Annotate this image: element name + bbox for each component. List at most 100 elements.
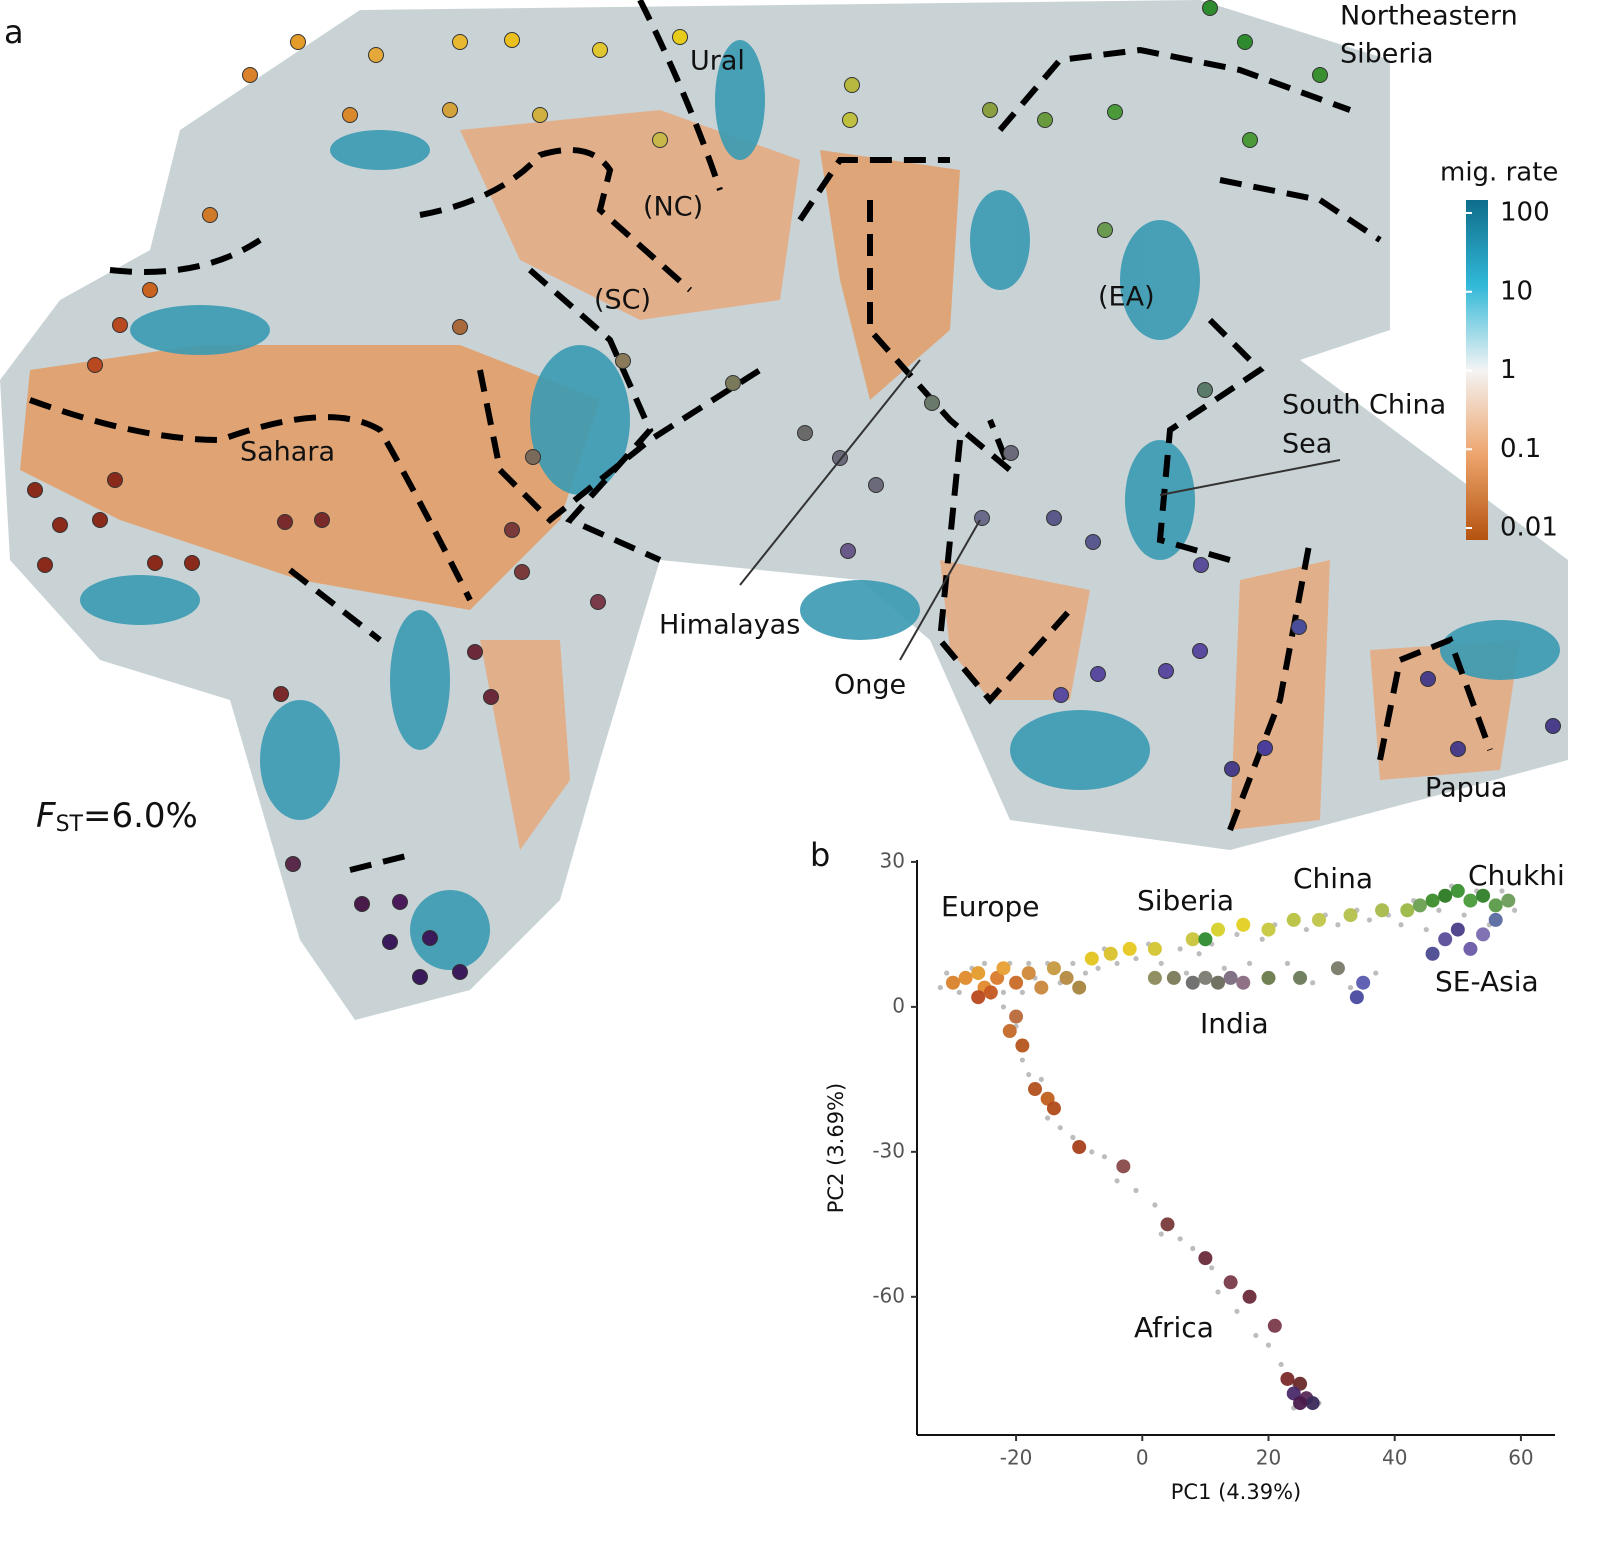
map-label: Sea xyxy=(1282,429,1332,460)
fst-subscript: ST xyxy=(56,812,84,837)
pca-point xyxy=(1072,1140,1087,1155)
reference-point xyxy=(1221,965,1227,971)
reference-point xyxy=(1310,980,1316,986)
sample-dot xyxy=(452,319,468,335)
reference-point xyxy=(1089,1149,1095,1155)
reference-point xyxy=(1057,1125,1063,1131)
pca-point xyxy=(958,970,973,985)
pca-point xyxy=(983,985,998,1000)
pca-point xyxy=(1223,1275,1238,1290)
pca-point xyxy=(1330,961,1345,976)
reference-point xyxy=(1019,1057,1025,1063)
sample-dot xyxy=(242,67,258,83)
reference-point xyxy=(1133,955,1139,962)
sample-dot xyxy=(452,964,468,980)
sample-dot xyxy=(422,930,438,946)
sample-dot xyxy=(1545,718,1561,734)
sample-dot xyxy=(112,317,128,333)
x-axis-label: PC1 (4.39%) xyxy=(1171,1480,1301,1504)
colorbar-tick-label: 0.01 xyxy=(1500,513,1558,543)
sample-dot xyxy=(354,896,370,912)
sample-dot xyxy=(452,34,468,50)
pca-point xyxy=(1280,1371,1295,1386)
sample-dot xyxy=(483,689,499,705)
pca-point xyxy=(1293,970,1308,985)
pca-point xyxy=(1356,975,1371,990)
reference-point xyxy=(1000,1004,1007,1010)
reference-point xyxy=(1114,960,1120,967)
sample-dot xyxy=(924,395,940,411)
sample-dot xyxy=(1085,534,1101,550)
sample-dot xyxy=(982,102,998,118)
pca-point xyxy=(1009,975,1024,990)
pca-point xyxy=(1198,1251,1213,1266)
map-label: South China xyxy=(1282,390,1446,421)
reference-point xyxy=(1045,1115,1051,1121)
reference-point xyxy=(1177,946,1183,952)
reference-point xyxy=(1196,951,1202,957)
map-label: Sahara xyxy=(240,437,335,468)
sample-dot xyxy=(1450,741,1466,757)
pca-point xyxy=(1103,946,1118,961)
sample-dot xyxy=(1197,382,1213,398)
x-tick-label: 0 xyxy=(1136,1446,1149,1470)
blue-zones xyxy=(80,40,1560,970)
reference-point xyxy=(1398,922,1404,928)
sample-dot xyxy=(974,510,990,526)
pca-point xyxy=(1311,912,1326,927)
sample-dots xyxy=(27,0,1561,985)
pca-point xyxy=(1476,927,1491,942)
sample-dot xyxy=(1291,619,1307,635)
y-tick-label: 30 xyxy=(880,848,905,872)
reference-point xyxy=(1038,1076,1044,1082)
sample-dot xyxy=(87,357,103,373)
reference-point xyxy=(1114,1178,1120,1184)
orange-zone xyxy=(940,560,1090,700)
reference-point xyxy=(1259,936,1265,942)
sample-dot xyxy=(1037,112,1053,128)
sample-dot xyxy=(1420,671,1436,687)
pca-point xyxy=(1236,975,1251,990)
x-tick-label: 60 xyxy=(1508,1446,1533,1470)
pca-point xyxy=(945,975,960,990)
pca-point xyxy=(1261,922,1276,937)
pca-point xyxy=(1059,970,1074,985)
pca-point xyxy=(1463,893,1478,908)
pca-point xyxy=(1450,883,1465,898)
sample-dot xyxy=(1237,34,1253,50)
map-label: Siberia xyxy=(1340,39,1434,70)
sample-dot xyxy=(368,47,384,63)
reference-point xyxy=(1436,907,1442,913)
pca-point xyxy=(1211,922,1226,937)
pca-point xyxy=(996,961,1011,976)
pca-point xyxy=(1501,893,1516,908)
group-annotation: Europe xyxy=(941,890,1039,923)
sample-dot xyxy=(107,472,123,488)
map-label: Northeastern xyxy=(1340,1,1518,32)
reference-point xyxy=(1512,907,1518,913)
sample-dot xyxy=(1224,761,1240,777)
reference-point xyxy=(1253,1332,1259,1339)
pca-point xyxy=(1160,1217,1175,1232)
y-tick-label: -60 xyxy=(872,1283,905,1307)
map-label: (EA) xyxy=(1098,282,1155,313)
sample-dot xyxy=(592,42,608,58)
pca-point xyxy=(1267,1318,1282,1333)
orange-zone xyxy=(480,640,570,850)
orange-zone xyxy=(460,110,800,320)
pca-point xyxy=(1425,946,1440,961)
pca-point xyxy=(1015,1038,1030,1053)
reference-point xyxy=(1183,970,1190,976)
sample-dot xyxy=(342,107,358,123)
sample-dot xyxy=(1193,557,1209,573)
reference-point xyxy=(1082,970,1089,976)
reference-point xyxy=(1234,1308,1240,1314)
pca-point xyxy=(1009,1009,1024,1024)
map-label: (SC) xyxy=(594,285,651,316)
sample-dot xyxy=(1053,687,1069,703)
reference-point xyxy=(1158,960,1164,967)
migration-map: a Ural (NC) (SC) (EA) Sahara Himalayas Onge Sout… xyxy=(0,0,1568,1020)
reference-point xyxy=(1499,888,1505,894)
sample-dot xyxy=(273,686,289,702)
sample-dot xyxy=(652,132,668,148)
